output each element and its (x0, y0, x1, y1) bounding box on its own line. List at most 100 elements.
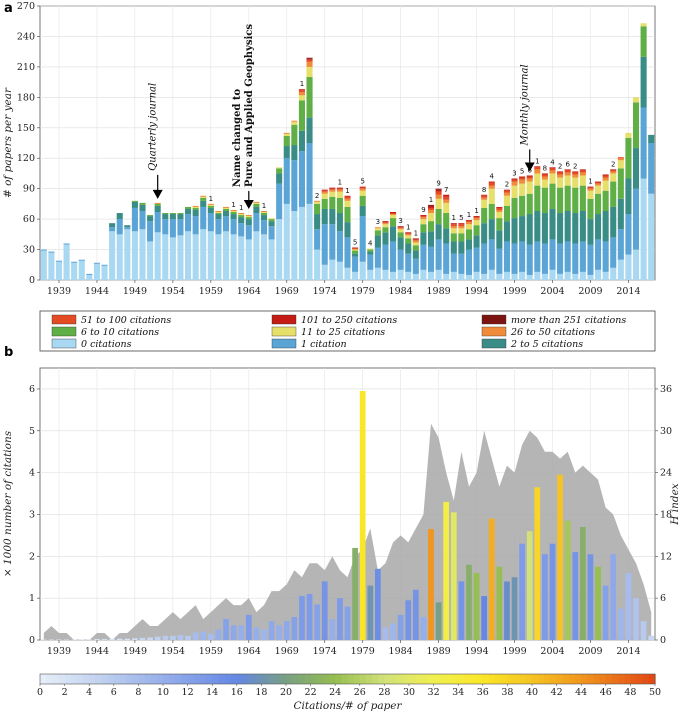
panel-a-bar-segment (139, 204, 146, 211)
panel-a-x-tick-label: 1979 (351, 286, 375, 297)
panel-a-bar-segment (481, 199, 488, 208)
panel-a-bar-segment (450, 271, 457, 280)
panel-a-bar-segment (427, 205, 435, 208)
panel-b-bar (564, 520, 571, 640)
panel-a-bar-segment (382, 222, 389, 224)
panel-a-bar-segment (648, 143, 655, 194)
panel-a-bar-segment (587, 219, 594, 245)
panel-a-bar-segment (382, 244, 389, 270)
panel-a-bar-segment (352, 248, 359, 250)
annotation-arrow-head (152, 189, 163, 199)
panel-b-bar (557, 474, 563, 640)
panel-b-label: b (4, 345, 13, 360)
panel-a-bar-segment (192, 206, 199, 208)
panel-a-x-tick-label: 1949 (123, 286, 147, 297)
panel-a-bar-segment (519, 176, 526, 178)
panel-a-bar-segment (192, 207, 199, 210)
panel-b-bar (253, 627, 260, 640)
panel-a-bar-segment (321, 198, 328, 209)
panel-b-bar (458, 581, 465, 640)
panel-a-bar-segment (291, 210, 298, 280)
panel-b-bars (40, 391, 655, 640)
panel-a-bar-segment (579, 185, 586, 211)
panel-a-bar-segment (397, 249, 404, 270)
panel-a-bar-segment (86, 274, 93, 280)
panel-a-bar-segment (336, 197, 343, 214)
panel-a-bar-segment (435, 194, 442, 199)
panel-a-bar-segment (435, 208, 442, 225)
colorbar-segment (335, 674, 342, 684)
colorbar-segment (298, 674, 306, 684)
panel-a-bar-segment (549, 239, 556, 270)
panel-b-y-tick-label: 3 (29, 509, 35, 520)
colorbar-segment (101, 674, 109, 684)
panel-a-bar-segment (602, 174, 609, 176)
panel-a-x-tick-label: 1954 (161, 286, 185, 297)
colorbar-segment (587, 674, 595, 684)
panel-a-bar-segment (359, 261, 366, 280)
panel-a-bar-segment (276, 219, 283, 280)
panel-b-bar (496, 566, 503, 640)
panel-a-bar-segment (625, 254, 632, 280)
panel-a-bar-segment (481, 223, 488, 244)
panel-a-bar-segment (557, 174, 564, 178)
colorbar-segment (341, 674, 349, 684)
panel-b-bar (405, 600, 412, 640)
colorbar-segment (187, 674, 195, 684)
panel-b-x-tick-label: 1989 (427, 646, 451, 657)
panel-a-bar-segment (526, 176, 533, 179)
panel-a-x-tick-label: 1959 (199, 286, 223, 297)
panel-a-bar-segment (207, 207, 214, 214)
panel-a-bar-segment (283, 132, 290, 134)
panel-a-bar-segment (359, 186, 366, 188)
panel-a-bar-segment (397, 232, 404, 238)
panel-a-bar-segment (268, 239, 275, 280)
panel-a-bar-segment (390, 212, 397, 214)
panel-a-bar-segment (93, 262, 100, 264)
colorbar-tick-label: 12 (182, 687, 194, 698)
panel-a-bar-segment (215, 234, 222, 280)
panel-a-bar-segment (336, 187, 343, 189)
panel-a-bar-segment (139, 210, 146, 230)
colorbar-segment (519, 674, 527, 684)
panel-a-y-tick-label: 120 (17, 153, 35, 164)
panel-b-bar (595, 566, 601, 640)
panel-a-y-tick-label: 90 (23, 184, 35, 195)
panel-a-bar-segment (185, 206, 192, 209)
panel-a-bar-segment (192, 234, 199, 280)
panel-a-bar-segment (55, 261, 63, 280)
panel-b-y-tick-label: 1 (29, 593, 35, 604)
panel-a-bar-segment (390, 218, 397, 227)
panel-a-bar-segment (344, 196, 351, 199)
panel-a-bar-segment (352, 253, 359, 257)
panel-a-bar-segment (390, 215, 397, 219)
panel-a-x-ticks: 1939 1944 1949 1954 1959 1964 1969 1974 1979 1984… (47, 280, 641, 297)
panel-a-x-tick-label: 2004 (540, 286, 564, 297)
panel-a-bar-segment (268, 218, 275, 220)
colorbar-segment (58, 674, 66, 684)
colorbar-tick-label: 44 (575, 687, 587, 698)
panel-a-bar-segment (71, 262, 78, 280)
panel-a-y-tick-label: 0 (29, 275, 35, 286)
panel-a-bar-segment (314, 200, 321, 202)
panel-a-bar-segment (253, 203, 260, 207)
panel-a-bar-segment (397, 229, 404, 233)
panel-a-top-label: 6 (565, 160, 570, 168)
panel-a-bar-segment (352, 256, 359, 272)
panel-a-bar-segment (473, 218, 480, 221)
panel-a-bar-segment (412, 258, 419, 274)
panel-b-bar (101, 639, 108, 640)
colorbar-segment (322, 674, 330, 684)
panel-a-bar-segment (488, 181, 495, 183)
panel-a-bar-segment (503, 205, 510, 222)
panel-a-bar-segment (268, 221, 275, 227)
panel-a-bar-segment (215, 214, 222, 220)
legend: 51 to 100 citations 101 to 250 citations m… (39, 310, 656, 352)
panel-a-bar-segment (625, 214, 632, 255)
panel-a-bar-segment (169, 219, 176, 238)
annotation-quarterly-journal: Quarterly journal (148, 83, 159, 171)
panel-a-top-label: 1 (345, 187, 349, 195)
panel-a-bar-segment (283, 146, 290, 159)
legend-swatch (271, 338, 297, 349)
